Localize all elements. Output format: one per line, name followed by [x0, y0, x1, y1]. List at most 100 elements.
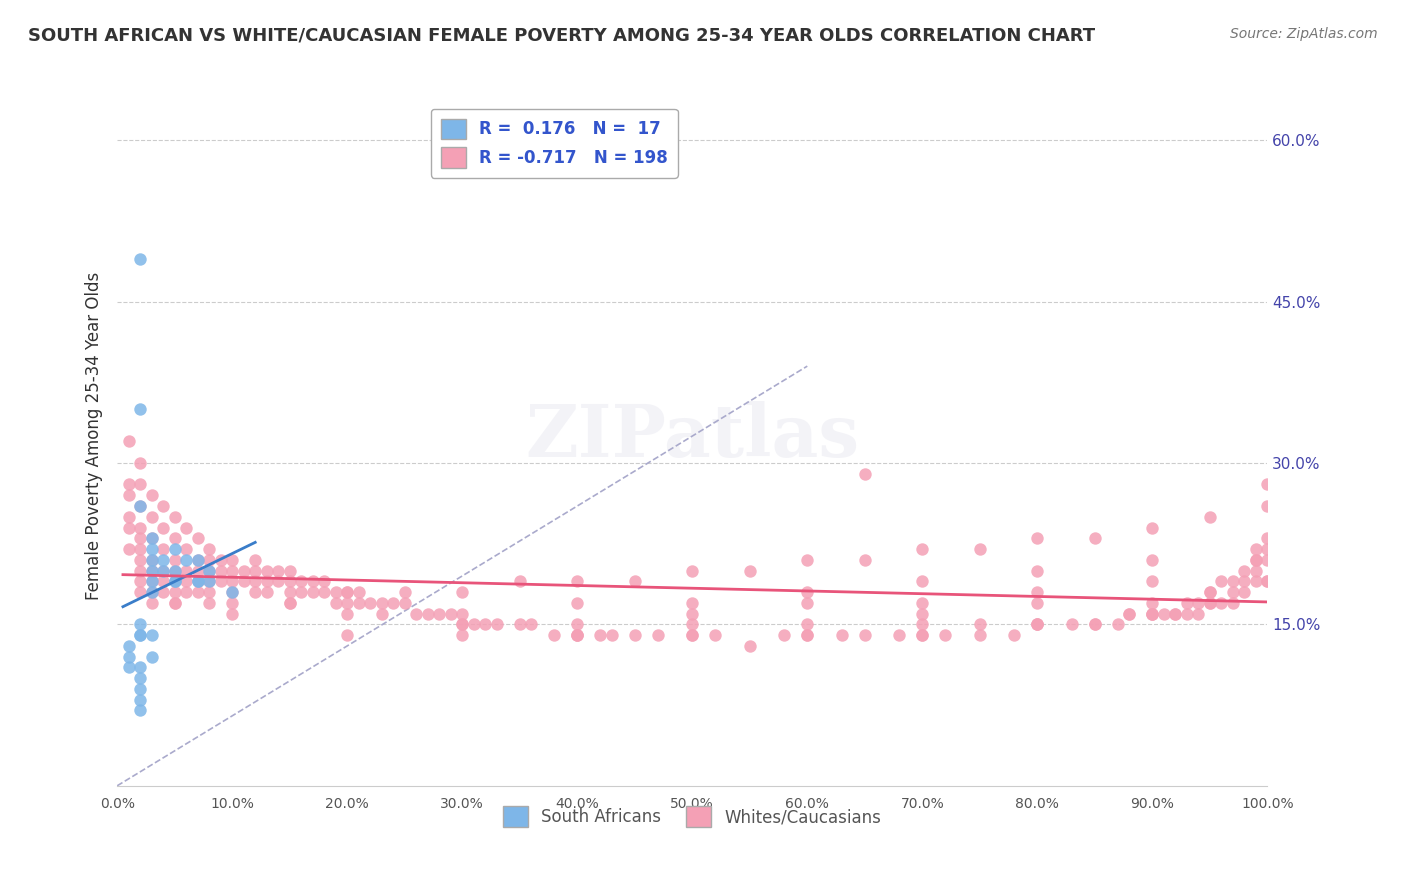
Point: [1198, 596, 1220, 610]
Point: [567, 628, 589, 642]
Point: [853, 467, 876, 481]
Point: [394, 585, 416, 599]
Point: [1142, 520, 1164, 534]
Point: [187, 553, 209, 567]
Point: [1244, 542, 1267, 557]
Point: [152, 564, 174, 578]
Point: [152, 564, 174, 578]
Point: [382, 596, 405, 610]
Point: [796, 628, 818, 642]
Point: [267, 574, 290, 589]
Point: [1026, 585, 1049, 599]
Point: [911, 617, 934, 632]
Point: [600, 628, 623, 642]
Point: [681, 607, 703, 621]
Point: [129, 520, 152, 534]
Point: [118, 639, 141, 653]
Point: [1107, 617, 1129, 632]
Text: SOUTH AFRICAN VS WHITE/CAUCASIAN FEMALE POVERTY AMONG 25-34 YEAR OLDS CORRELATIO: SOUTH AFRICAN VS WHITE/CAUCASIAN FEMALE …: [28, 27, 1095, 45]
Point: [831, 628, 853, 642]
Point: [152, 542, 174, 557]
Point: [1256, 553, 1278, 567]
Point: [256, 574, 278, 589]
Point: [1211, 574, 1233, 589]
Point: [1084, 617, 1107, 632]
Point: [889, 628, 911, 642]
Point: [796, 585, 818, 599]
Point: [221, 564, 243, 578]
Point: [141, 564, 163, 578]
Legend: South Africans, Whites/Caucasians: South Africans, Whites/Caucasians: [496, 800, 889, 833]
Point: [152, 499, 174, 513]
Point: [129, 499, 152, 513]
Point: [118, 509, 141, 524]
Point: [1002, 628, 1025, 642]
Point: [187, 531, 209, 545]
Point: [1233, 585, 1256, 599]
Point: [336, 585, 359, 599]
Point: [1060, 617, 1083, 632]
Point: [336, 628, 359, 642]
Point: [278, 574, 301, 589]
Point: [118, 477, 141, 491]
Point: [187, 574, 209, 589]
Point: [1256, 531, 1278, 545]
Point: [187, 553, 209, 567]
Point: [152, 574, 174, 589]
Point: [198, 596, 221, 610]
Y-axis label: Female Poverty Among 25-34 Year Olds: Female Poverty Among 25-34 Year Olds: [86, 272, 103, 600]
Point: [163, 574, 186, 589]
Point: [118, 660, 141, 674]
Point: [567, 617, 589, 632]
Point: [1198, 585, 1220, 599]
Point: [347, 585, 370, 599]
Point: [1164, 607, 1187, 621]
Point: [969, 617, 991, 632]
Point: [256, 564, 278, 578]
Point: [221, 553, 243, 567]
Point: [567, 628, 589, 642]
Point: [198, 585, 221, 599]
Point: [278, 585, 301, 599]
Point: [1153, 607, 1175, 621]
Point: [129, 456, 152, 470]
Point: [796, 596, 818, 610]
Point: [1164, 607, 1187, 621]
Point: [163, 564, 186, 578]
Point: [1244, 564, 1267, 578]
Point: [336, 585, 359, 599]
Point: [681, 628, 703, 642]
Point: [1187, 596, 1209, 610]
Point: [141, 553, 163, 567]
Point: [1175, 596, 1198, 610]
Point: [209, 564, 232, 578]
Point: [1233, 564, 1256, 578]
Point: [163, 553, 186, 567]
Point: [1142, 553, 1164, 567]
Point: [1256, 477, 1278, 491]
Point: [336, 607, 359, 621]
Point: [509, 617, 531, 632]
Point: [245, 564, 267, 578]
Point: [152, 520, 174, 534]
Point: [141, 574, 163, 589]
Point: [141, 531, 163, 545]
Point: [325, 596, 347, 610]
Point: [1244, 574, 1267, 589]
Point: [1222, 596, 1244, 610]
Point: [681, 564, 703, 578]
Point: [290, 574, 312, 589]
Point: [221, 585, 243, 599]
Point: [129, 671, 152, 685]
Point: [853, 553, 876, 567]
Point: [129, 499, 152, 513]
Point: [314, 574, 336, 589]
Point: [232, 574, 254, 589]
Point: [129, 252, 152, 266]
Point: [301, 585, 323, 599]
Point: [1244, 553, 1267, 567]
Point: [1026, 596, 1049, 610]
Point: [567, 574, 589, 589]
Text: ZIPatlas: ZIPatlas: [526, 401, 859, 472]
Point: [1256, 574, 1278, 589]
